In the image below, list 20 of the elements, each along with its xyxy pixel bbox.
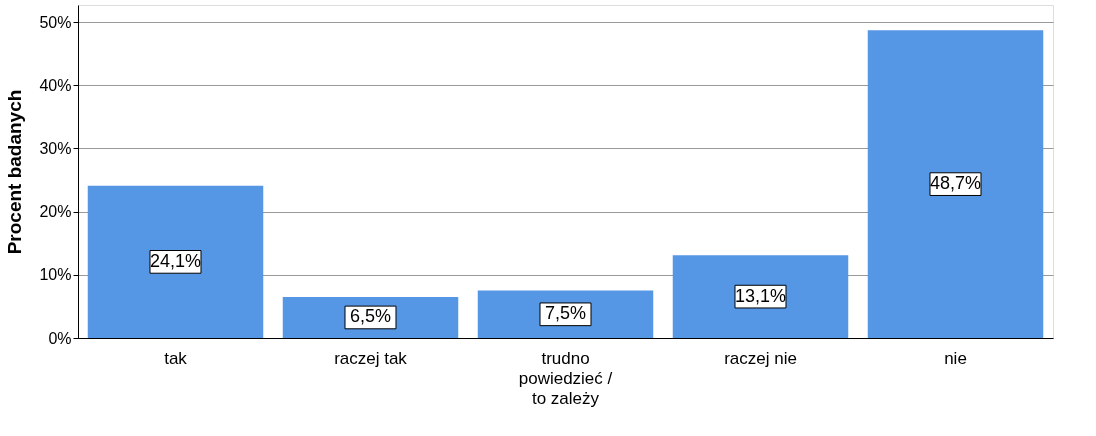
bar [867, 30, 1044, 338]
y-tick-label: 10% [39, 266, 72, 284]
data-label: 6,5% [349, 306, 392, 327]
bar [672, 255, 849, 338]
data-label: 24,1% [149, 250, 202, 271]
y-axis-title: Procent badanych [4, 89, 26, 255]
data-label: 48,7% [929, 173, 982, 194]
x-tick-label: raczej tak [334, 348, 408, 368]
x-tick-label: nie [944, 348, 967, 368]
y-tick-label: 0% [48, 329, 72, 347]
y-tick-label: 30% [39, 139, 72, 157]
data-label: 7,5% [544, 303, 587, 324]
y-tick-label: 20% [39, 203, 72, 221]
x-tick-label: trudno powiedzieć / to zależy [518, 348, 613, 408]
data-label: 13,1% [734, 285, 787, 306]
bar [87, 185, 264, 338]
x-tick-label: raczej nie [724, 348, 797, 368]
x-tick-label: tak [164, 348, 188, 368]
y-tick-label: 50% [39, 13, 72, 31]
y-tick-label: 40% [39, 76, 72, 94]
